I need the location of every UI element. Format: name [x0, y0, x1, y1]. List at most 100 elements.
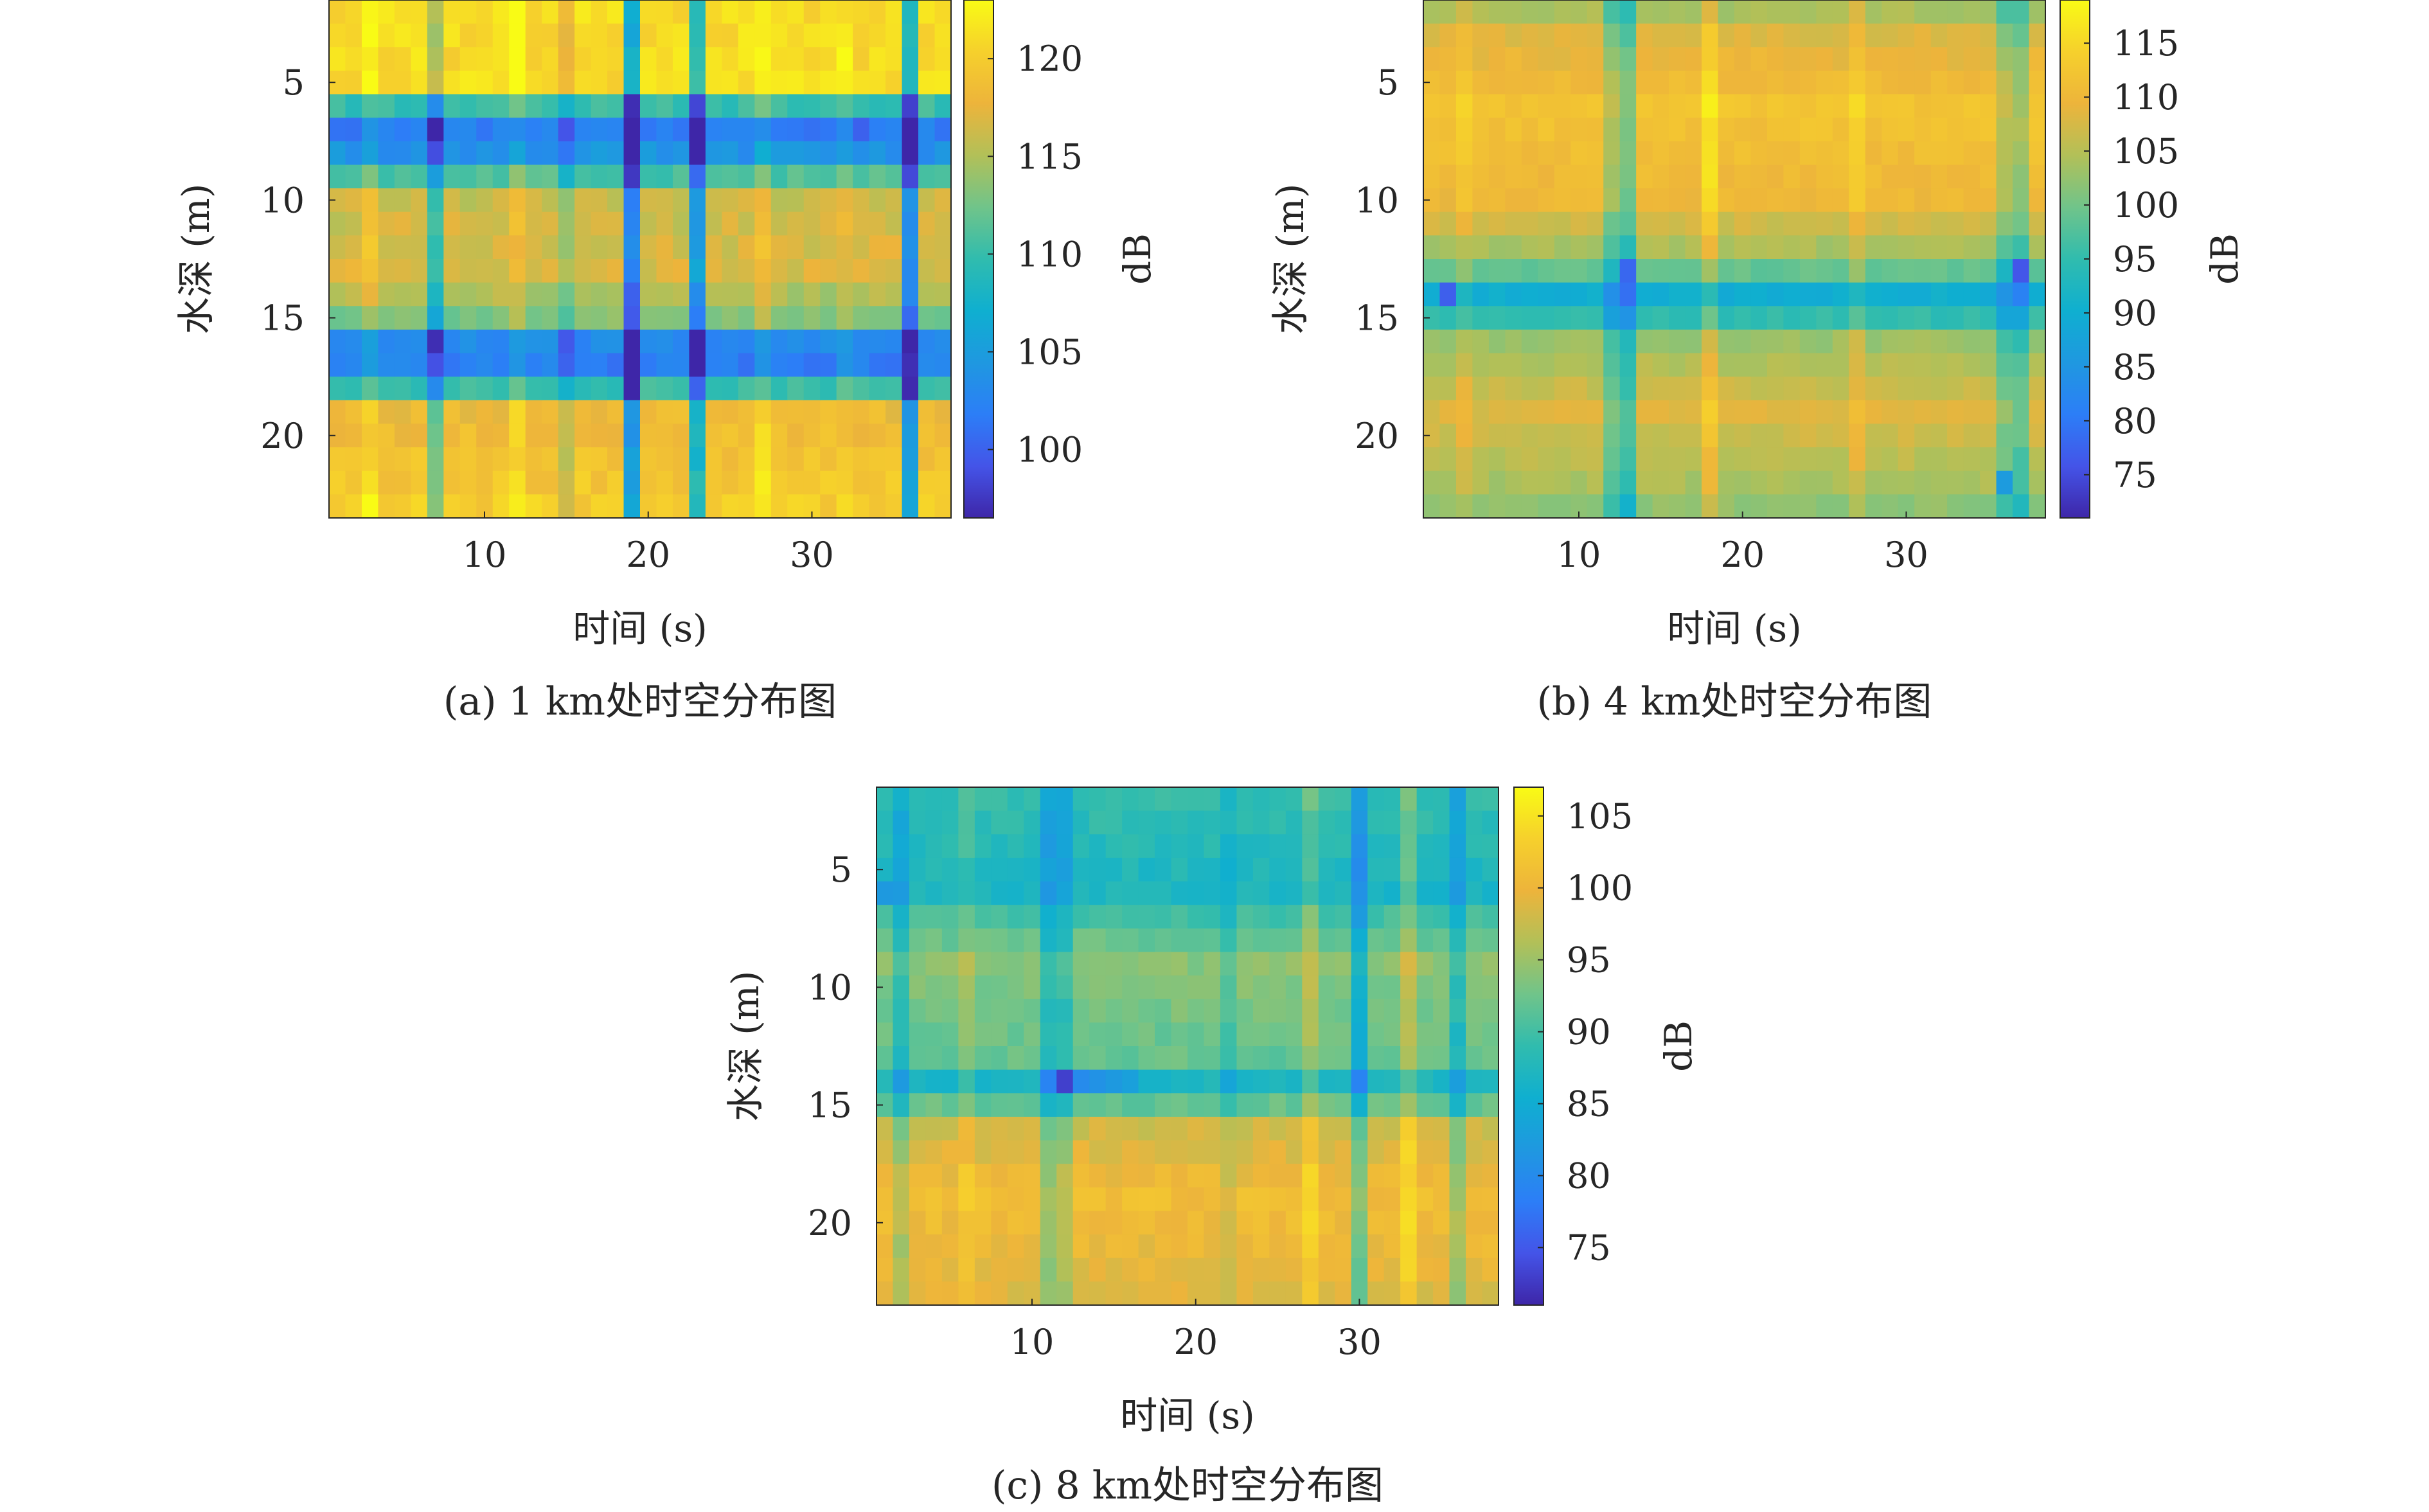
heatmap-cell — [1603, 23, 1621, 48]
heatmap-cell — [1072, 1116, 1090, 1141]
heatmap-cell — [1204, 1281, 1221, 1306]
heatmap-cell — [1963, 235, 1980, 260]
heatmap-cell — [591, 70, 608, 95]
heatmap-cell — [623, 118, 641, 142]
heatmap-cell — [1252, 881, 1270, 905]
heatmap-cell — [1685, 400, 1702, 425]
heatmap-cell — [1269, 1234, 1286, 1259]
heatmap-cell — [1466, 1164, 1483, 1188]
heatmap-cell — [1285, 857, 1303, 882]
heatmap-cell — [934, 282, 952, 307]
heatmap-cell — [1766, 165, 1784, 189]
heatmap-cell — [2013, 423, 2030, 448]
heatmap-cell — [1636, 141, 1653, 166]
heatmap-cell — [1236, 881, 1254, 905]
heatmap-cell — [1056, 1234, 1074, 1259]
heatmap-cell — [1318, 905, 1335, 929]
heatmap-cell — [1832, 188, 1849, 213]
heatmap-cell — [689, 47, 706, 71]
heatmap-cell — [1482, 1140, 1499, 1164]
heatmap-cell — [787, 0, 805, 24]
heatmap-cell — [459, 377, 477, 401]
heatmap-cell — [941, 999, 959, 1023]
heatmap-cell — [1996, 329, 2013, 354]
heatmap-cell — [705, 23, 722, 48]
heatmap-cell — [1439, 259, 1457, 283]
heatmap-cell — [427, 306, 444, 330]
heatmap-cell — [909, 1258, 927, 1282]
heatmap-cell — [1799, 165, 1817, 189]
heatmap-cell — [1718, 47, 1735, 71]
heatmap-cell — [672, 94, 690, 118]
heatmap-cell — [1636, 494, 1653, 519]
heatmap-cell — [427, 211, 444, 236]
heatmap-cell — [2013, 0, 2030, 24]
heatmap-cell — [574, 282, 592, 307]
heatmap-cell — [1188, 1164, 1205, 1188]
heatmap-cell — [656, 165, 673, 189]
heatmap-cell — [1783, 70, 1801, 95]
heatmap-cell — [1832, 70, 1849, 95]
heatmap-cell — [329, 0, 346, 24]
heatmap-cell — [705, 353, 722, 377]
heatmap-cell — [574, 470, 592, 495]
heatmap-cell — [1007, 1164, 1024, 1188]
heatmap-cell — [902, 259, 919, 283]
heatmap-cell — [738, 94, 755, 118]
heatmap-cell — [1482, 834, 1499, 858]
heatmap-cell — [869, 400, 886, 425]
heatmap-cell — [1466, 787, 1483, 812]
heatmap-cell — [1718, 188, 1735, 213]
heatmap-cell — [770, 235, 788, 260]
heatmap-cell — [787, 306, 805, 330]
heatmap-cell — [1455, 188, 1473, 213]
heatmap-cell — [640, 447, 657, 472]
heatmap-cell — [591, 0, 608, 24]
heatmap-cell — [1669, 94, 1686, 118]
heatmap-cell — [1849, 188, 1866, 213]
heatmap-cell — [1669, 70, 1686, 95]
heatmap-cell — [1996, 494, 2013, 519]
heatmap-cell — [1335, 1116, 1352, 1141]
heatmap-cell — [623, 211, 641, 236]
heatmap-cell — [925, 1187, 943, 1212]
heatmap-cell — [1171, 975, 1188, 1000]
heatmap-cell — [1105, 1093, 1123, 1117]
heatmap-cell — [443, 377, 461, 401]
heatmap-cell — [876, 810, 894, 835]
heatmap-cell — [459, 282, 477, 307]
heatmap-cell — [1898, 447, 1915, 472]
heatmap-cell — [991, 834, 1008, 858]
heatmap-cell — [1439, 235, 1457, 260]
heatmap-cell — [1996, 470, 2013, 495]
heatmap-cell — [934, 306, 952, 330]
heatmap-cell — [974, 1164, 992, 1188]
heatmap-cell — [1865, 447, 1882, 472]
heatmap-cell — [1865, 23, 1882, 48]
heatmap-cell — [525, 470, 542, 495]
heatmap-cell — [1072, 1022, 1090, 1047]
heatmap-cell — [558, 235, 575, 260]
heatmap-cell — [1619, 259, 1637, 283]
heatmap-cell — [1204, 1258, 1221, 1282]
heatmap-cell — [1963, 494, 1980, 519]
heatmap-cell — [1138, 1022, 1155, 1047]
heatmap-cell — [623, 470, 641, 495]
heatmap-cell — [902, 470, 919, 495]
heatmap-cell — [738, 282, 755, 307]
heatmap-cell — [705, 259, 722, 283]
heatmap-cell — [607, 329, 625, 354]
colorbar-tick-label: 75 — [2113, 455, 2157, 495]
heatmap-cell — [345, 23, 362, 48]
heatmap-cell — [1466, 999, 1483, 1023]
heatmap-cell — [885, 377, 903, 401]
heatmap-cell — [770, 188, 788, 213]
heatmap-cell — [820, 353, 837, 377]
heatmap-cell — [1669, 447, 1686, 472]
y-tick-label: 15 — [808, 1085, 852, 1126]
heatmap-cell — [1400, 928, 1418, 953]
heatmap-cell — [1171, 1187, 1188, 1212]
heatmap-cell — [1089, 1140, 1107, 1164]
heatmap-cell — [1423, 211, 1441, 236]
heatmap-cell — [640, 141, 657, 166]
